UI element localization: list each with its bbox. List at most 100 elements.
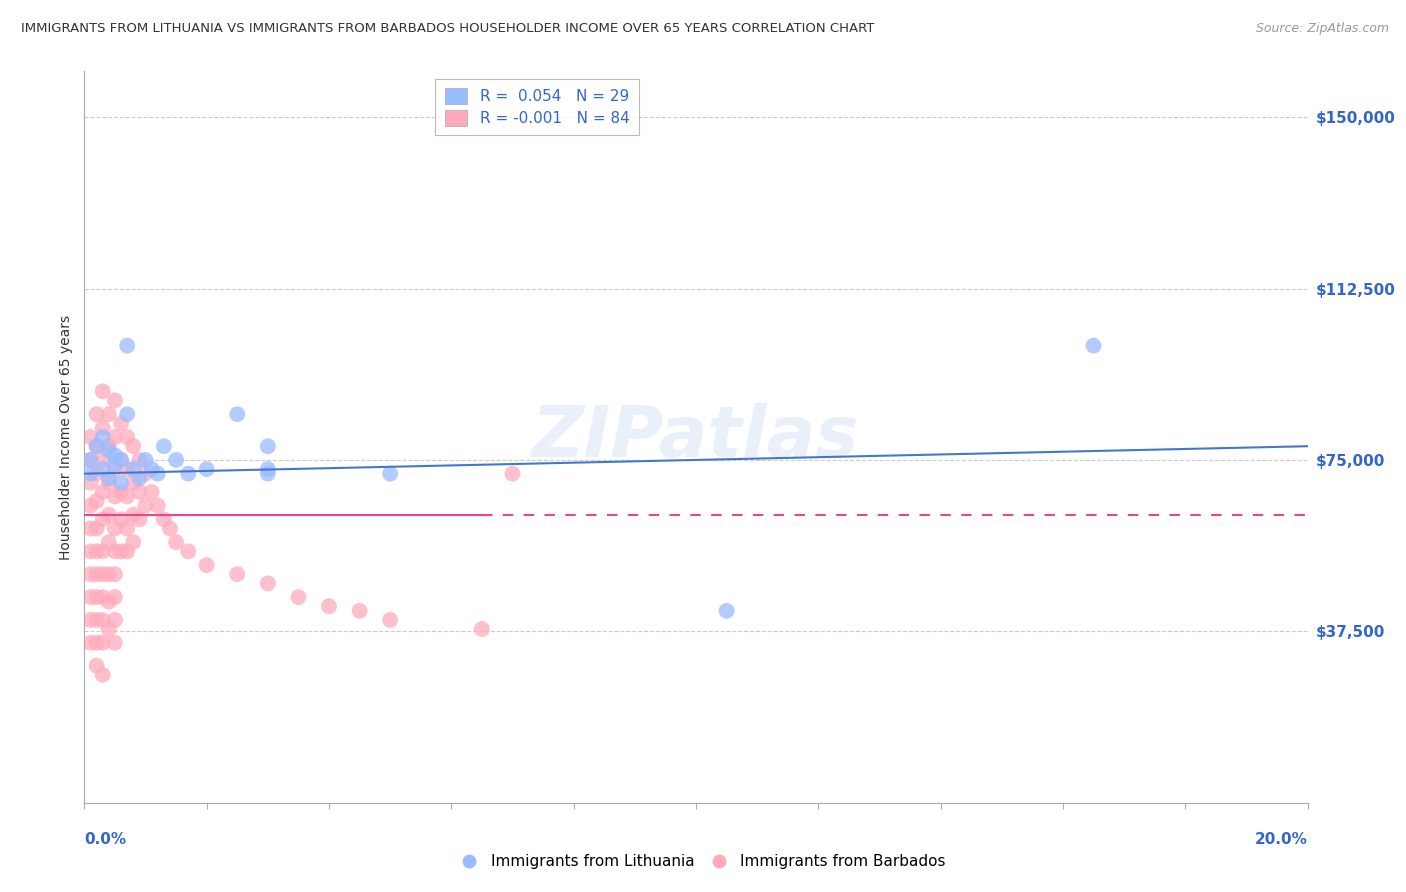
Y-axis label: Householder Income Over 65 years: Householder Income Over 65 years xyxy=(59,315,73,559)
Point xyxy=(159,521,181,535)
Point xyxy=(91,421,114,435)
Point xyxy=(97,567,120,582)
Point xyxy=(195,558,218,573)
Point xyxy=(165,535,187,549)
Point xyxy=(165,453,187,467)
Point xyxy=(79,590,101,604)
Point xyxy=(122,535,145,549)
Point xyxy=(318,599,340,614)
Point xyxy=(110,484,132,499)
Point xyxy=(104,430,127,444)
Point xyxy=(104,544,127,558)
Point xyxy=(153,512,176,526)
Point xyxy=(86,590,108,604)
Point xyxy=(79,499,101,513)
Point xyxy=(153,439,176,453)
Point xyxy=(97,594,120,608)
Point xyxy=(141,462,163,476)
Point xyxy=(91,430,114,444)
Point xyxy=(226,407,249,421)
Point xyxy=(110,544,132,558)
Point xyxy=(97,443,120,458)
Point xyxy=(91,512,114,526)
Point xyxy=(141,484,163,499)
Point xyxy=(502,467,524,481)
Point xyxy=(1083,338,1105,352)
Point xyxy=(79,613,101,627)
Point xyxy=(91,590,114,604)
Point xyxy=(86,467,108,481)
Point xyxy=(91,453,114,467)
Point xyxy=(104,636,127,650)
Point xyxy=(104,458,127,472)
Point xyxy=(115,407,138,421)
Point xyxy=(91,484,114,499)
Point xyxy=(86,439,108,453)
Point xyxy=(91,384,114,399)
Point xyxy=(177,467,200,481)
Point xyxy=(380,613,402,627)
Point xyxy=(91,462,114,476)
Point xyxy=(86,407,108,421)
Text: 20.0%: 20.0% xyxy=(1254,832,1308,847)
Point xyxy=(115,338,138,352)
Point xyxy=(110,512,132,526)
Point xyxy=(79,521,101,535)
Point xyxy=(79,636,101,650)
Point xyxy=(79,567,101,582)
Point xyxy=(104,393,127,408)
Point xyxy=(226,567,249,582)
Point xyxy=(471,622,494,636)
Point xyxy=(115,430,138,444)
Point xyxy=(122,475,145,490)
Point xyxy=(86,613,108,627)
Point xyxy=(79,475,101,490)
Text: Source: ZipAtlas.com: Source: ZipAtlas.com xyxy=(1256,22,1389,36)
Point xyxy=(79,544,101,558)
Point xyxy=(97,535,120,549)
Point xyxy=(110,453,132,467)
Point xyxy=(128,453,150,467)
Point xyxy=(195,462,218,476)
Point xyxy=(104,521,127,535)
Point xyxy=(86,567,108,582)
Point xyxy=(86,658,108,673)
Point xyxy=(115,521,138,535)
Point xyxy=(79,430,101,444)
Point xyxy=(135,499,157,513)
Point xyxy=(115,544,138,558)
Point xyxy=(91,544,114,558)
Point xyxy=(257,576,280,591)
Point xyxy=(128,471,150,485)
Point xyxy=(86,439,108,453)
Point xyxy=(104,613,127,627)
Point xyxy=(91,636,114,650)
Point xyxy=(115,462,138,476)
Point xyxy=(97,508,120,522)
Point xyxy=(146,499,169,513)
Point xyxy=(257,439,280,453)
Point xyxy=(91,667,114,681)
Point xyxy=(122,439,145,453)
Point xyxy=(79,453,101,467)
Point xyxy=(146,467,169,481)
Point xyxy=(86,494,108,508)
Point xyxy=(128,512,150,526)
Point xyxy=(97,622,120,636)
Point xyxy=(135,467,157,481)
Text: IMMIGRANTS FROM LITHUANIA VS IMMIGRANTS FROM BARBADOS HOUSEHOLDER INCOME OVER 65: IMMIGRANTS FROM LITHUANIA VS IMMIGRANTS … xyxy=(21,22,875,36)
Point xyxy=(110,417,132,431)
Point xyxy=(79,467,101,481)
Point xyxy=(177,544,200,558)
Point xyxy=(97,407,120,421)
Text: 0.0%: 0.0% xyxy=(84,832,127,847)
Point xyxy=(122,462,145,476)
Point xyxy=(110,453,132,467)
Point xyxy=(91,613,114,627)
Legend: R =  0.054   N = 29, R = -0.001   N = 84: R = 0.054 N = 29, R = -0.001 N = 84 xyxy=(436,79,638,136)
Point xyxy=(91,567,114,582)
Point xyxy=(97,471,120,485)
Point xyxy=(135,453,157,467)
Point xyxy=(115,490,138,504)
Point xyxy=(79,453,101,467)
